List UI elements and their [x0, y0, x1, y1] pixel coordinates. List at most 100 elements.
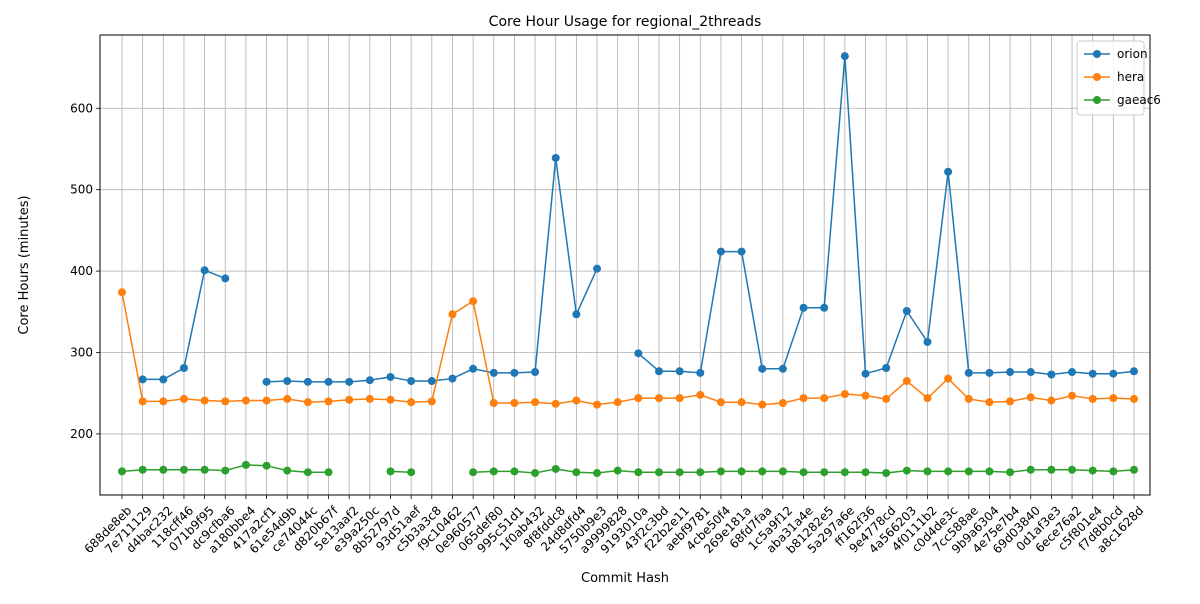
data-point [531, 368, 540, 377]
data-point [448, 374, 457, 383]
data-point [365, 376, 374, 385]
data-point [1109, 394, 1118, 403]
data-point [469, 297, 478, 306]
data-point [427, 377, 436, 386]
legend: orion hera gaeac6 [1076, 40, 1161, 116]
data-point [861, 468, 870, 477]
data-point [345, 377, 354, 386]
data-point [1047, 370, 1056, 379]
data-point [179, 465, 188, 474]
data-point [303, 398, 312, 407]
data-point [138, 465, 147, 474]
data-point [964, 368, 973, 377]
legend-label: hera [1117, 70, 1144, 84]
data-point [799, 468, 808, 477]
data-point [593, 264, 602, 273]
data-point [923, 337, 932, 346]
data-point [386, 467, 395, 476]
data-point [510, 368, 519, 377]
data-point [1026, 465, 1035, 474]
data-point [386, 395, 395, 404]
data-point [820, 468, 829, 477]
x-axis-label: Commit Hash [581, 571, 669, 586]
data-point [778, 399, 787, 407]
data-point [758, 467, 767, 476]
data-point [1068, 368, 1077, 377]
data-point [572, 396, 581, 405]
y-tick-label: 200 [70, 427, 93, 441]
y-axis-label: Core Hours (minutes) [17, 195, 32, 334]
data-point [159, 397, 168, 406]
data-point [778, 364, 787, 373]
data-point [944, 167, 953, 176]
y-tick-label: 600 [70, 101, 93, 115]
data-point [861, 391, 870, 400]
data-point [159, 465, 168, 474]
data-point [221, 397, 230, 406]
data-point [427, 397, 436, 406]
data-point [572, 310, 581, 319]
data-point [324, 377, 333, 386]
data-point [365, 394, 374, 403]
data-point [1047, 396, 1056, 405]
data-point [799, 394, 808, 403]
data-point [283, 466, 292, 475]
data-point [221, 274, 230, 283]
data-point [1026, 368, 1035, 377]
data-point [448, 310, 457, 319]
chart-title: Core Hour Usage for regional_2threads [489, 14, 762, 30]
data-point [200, 465, 209, 474]
data-point [489, 399, 498, 407]
data-point [654, 394, 663, 403]
data-point [840, 468, 849, 477]
data-point [716, 398, 725, 407]
data-point [923, 467, 932, 476]
legend-box [1076, 40, 1145, 116]
series-orion [138, 52, 1138, 386]
data-point [634, 394, 643, 403]
data-point [593, 400, 602, 409]
series-layer [118, 52, 1138, 478]
data-point [407, 377, 416, 386]
data-point [283, 377, 292, 386]
data-point [613, 466, 622, 475]
grid [100, 35, 1150, 495]
data-point [902, 307, 911, 315]
data-point [634, 349, 643, 358]
data-point [778, 467, 787, 476]
data-point [985, 398, 994, 407]
data-point [675, 394, 684, 403]
axes-frame [99, 34, 1151, 496]
data-point [964, 467, 973, 476]
series-hera [118, 288, 1138, 409]
data-point [716, 247, 725, 256]
data-point [1130, 367, 1138, 376]
data-point [985, 368, 994, 377]
data-point [531, 398, 540, 407]
data-point [1130, 394, 1138, 403]
data-point [510, 399, 519, 407]
data-point [1068, 391, 1077, 400]
data-point [696, 390, 705, 399]
data-point [283, 394, 292, 403]
y-tick-label: 300 [70, 346, 93, 360]
data-point [840, 390, 849, 399]
data-point [489, 368, 498, 377]
data-point [407, 398, 416, 407]
data-point [799, 303, 808, 312]
data-point [241, 460, 250, 469]
legend-marker [1093, 73, 1101, 81]
data-point [262, 461, 271, 470]
data-point [882, 394, 891, 403]
data-point [613, 398, 622, 407]
data-point [159, 375, 168, 384]
data-point [118, 288, 126, 297]
data-point [551, 153, 560, 162]
data-point [696, 468, 705, 477]
data-point [1088, 369, 1097, 378]
data-point [200, 266, 209, 275]
data-point [303, 377, 312, 386]
